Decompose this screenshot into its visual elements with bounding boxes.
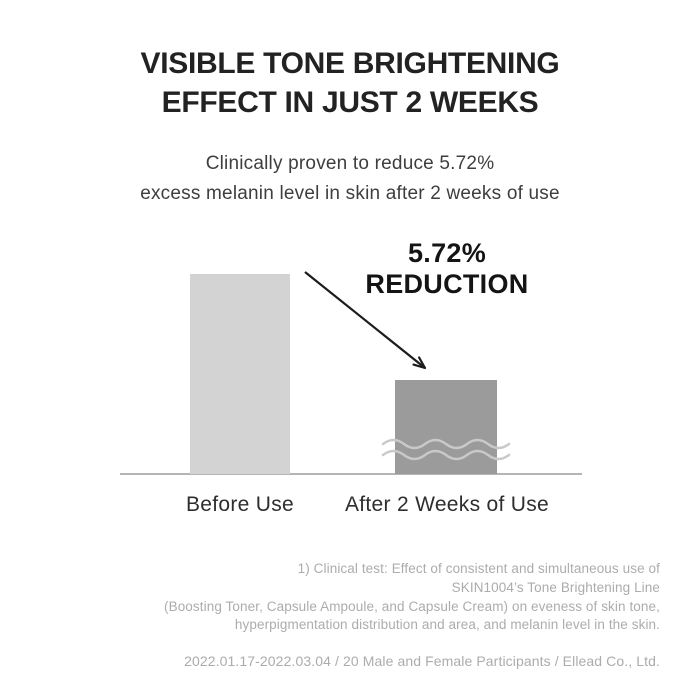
title-line-2: EFFECT IN JUST 2 WEEKS <box>161 86 539 119</box>
category-label-after-use: After 2 Weeks of Use <box>344 493 550 516</box>
page-title: VISIBLE TONE BRIGHTENING EFFECT IN JUST … <box>0 44 700 122</box>
subtitle-line-1: Clinically proven to reduce 5.72% <box>205 153 495 174</box>
category-label-before-use: Before Use <box>185 493 295 516</box>
subtitle-line-2: excess melanin level in skin after 2 wee… <box>140 183 560 204</box>
footnote-line-3: (Boosting Toner, Capsule Ampoule, and Ca… <box>164 598 660 614</box>
reduction-annotation: 5.72% REDUCTION <box>340 238 554 300</box>
study-meta-line: 2022.01.17-2022.03.04 / 20 Male and Fema… <box>184 653 660 669</box>
reduction-arrow-icon <box>304 271 427 370</box>
chart-baseline <box>120 473 582 475</box>
clinical-test-footnote: 1) Clinical test: Effect of consistent a… <box>60 560 660 635</box>
footnote-line-2: SKIN1004’s Tone Brightening Line <box>451 579 660 595</box>
footnote-line-4: hyperpigmentation distribution and area,… <box>234 617 660 633</box>
bar-before-use <box>190 274 290 474</box>
title-line-1: VISIBLE TONE BRIGHTENING <box>140 47 560 80</box>
subtitle: Clinically proven to reduce 5.72% excess… <box>0 149 700 209</box>
reduction-value: 5.72% <box>407 238 487 268</box>
reduction-label: REDUCTION <box>365 269 529 299</box>
footnote-line-1: 1) Clinical test: Effect of consistent a… <box>297 561 660 576</box>
bar-break-waves-icon <box>381 438 511 461</box>
